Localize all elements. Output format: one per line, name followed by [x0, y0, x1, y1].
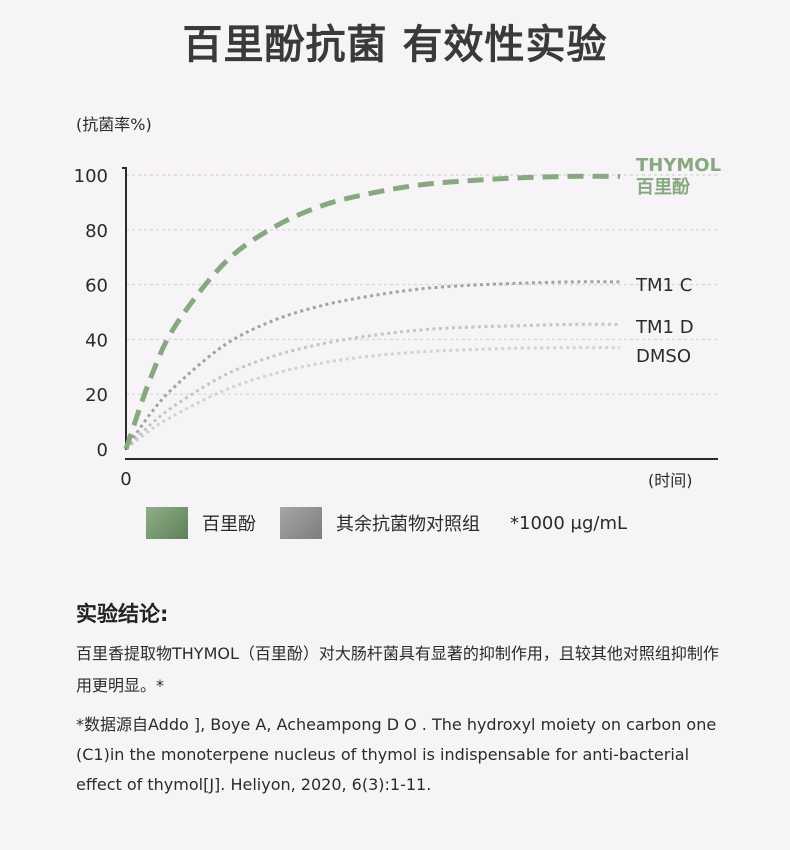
conclusion-text: 百里香提取物THYMOL（百里酚）对大肠杆菌具有显著的抑制作用，且较其他对照组抑… [76, 644, 719, 695]
y-tick-label-0: 0 [97, 440, 108, 461]
x-axis-label: (时间) [648, 471, 693, 490]
y-axis-label: (抗菌率%) [76, 115, 152, 134]
chart-grid [126, 174, 718, 395]
y-tick-label-60: 60 [85, 276, 108, 297]
x-origin-label: 0 [120, 469, 131, 490]
series-line-1 [124, 280, 621, 450]
legend-swatch-control [280, 507, 322, 539]
legend-label-thymol: 百里酚 [202, 514, 256, 535]
chart-legend: 百里酚 其余抗菌物对照组 *1000 μg/mL [146, 507, 627, 539]
series-label-0-1: 百里酚 [636, 177, 691, 198]
series-line-2 [124, 322, 621, 451]
legend-label-control: 其余抗菌物对照组 [336, 514, 480, 535]
series-label-2-0: TM1 D [635, 317, 694, 338]
y-tick-label-20: 20 [85, 385, 108, 406]
legend-concentration-note: *1000 μg/mL [510, 512, 628, 534]
chart-series [123, 173, 621, 451]
series-line-0 [123, 173, 621, 450]
conclusion-title: 实验结论: [76, 602, 169, 626]
series-label-3-0: DMSO [636, 346, 691, 367]
y-tick-label-80: 80 [85, 221, 108, 242]
chart-axes [122, 167, 718, 460]
page-title: 百里酚抗菌 有效性实验 [182, 22, 608, 68]
series-line-3 [125, 346, 621, 451]
series-label-0-0: THYMOL [636, 155, 721, 176]
conclusion-section: 实验结论: 百里香提取物THYMOL（百里酚）对大肠杆菌具有显著的抑制作用，且较… [76, 598, 726, 800]
series-label-1-0: TM1 C [635, 275, 692, 296]
legend-swatch-thymol [146, 507, 188, 539]
y-tick-label-100: 100 [74, 166, 108, 187]
reference-citation: *数据源自Addo ], Boye A, Acheampong D O . Th… [76, 715, 717, 794]
y-tick-label-40: 40 [85, 330, 108, 351]
